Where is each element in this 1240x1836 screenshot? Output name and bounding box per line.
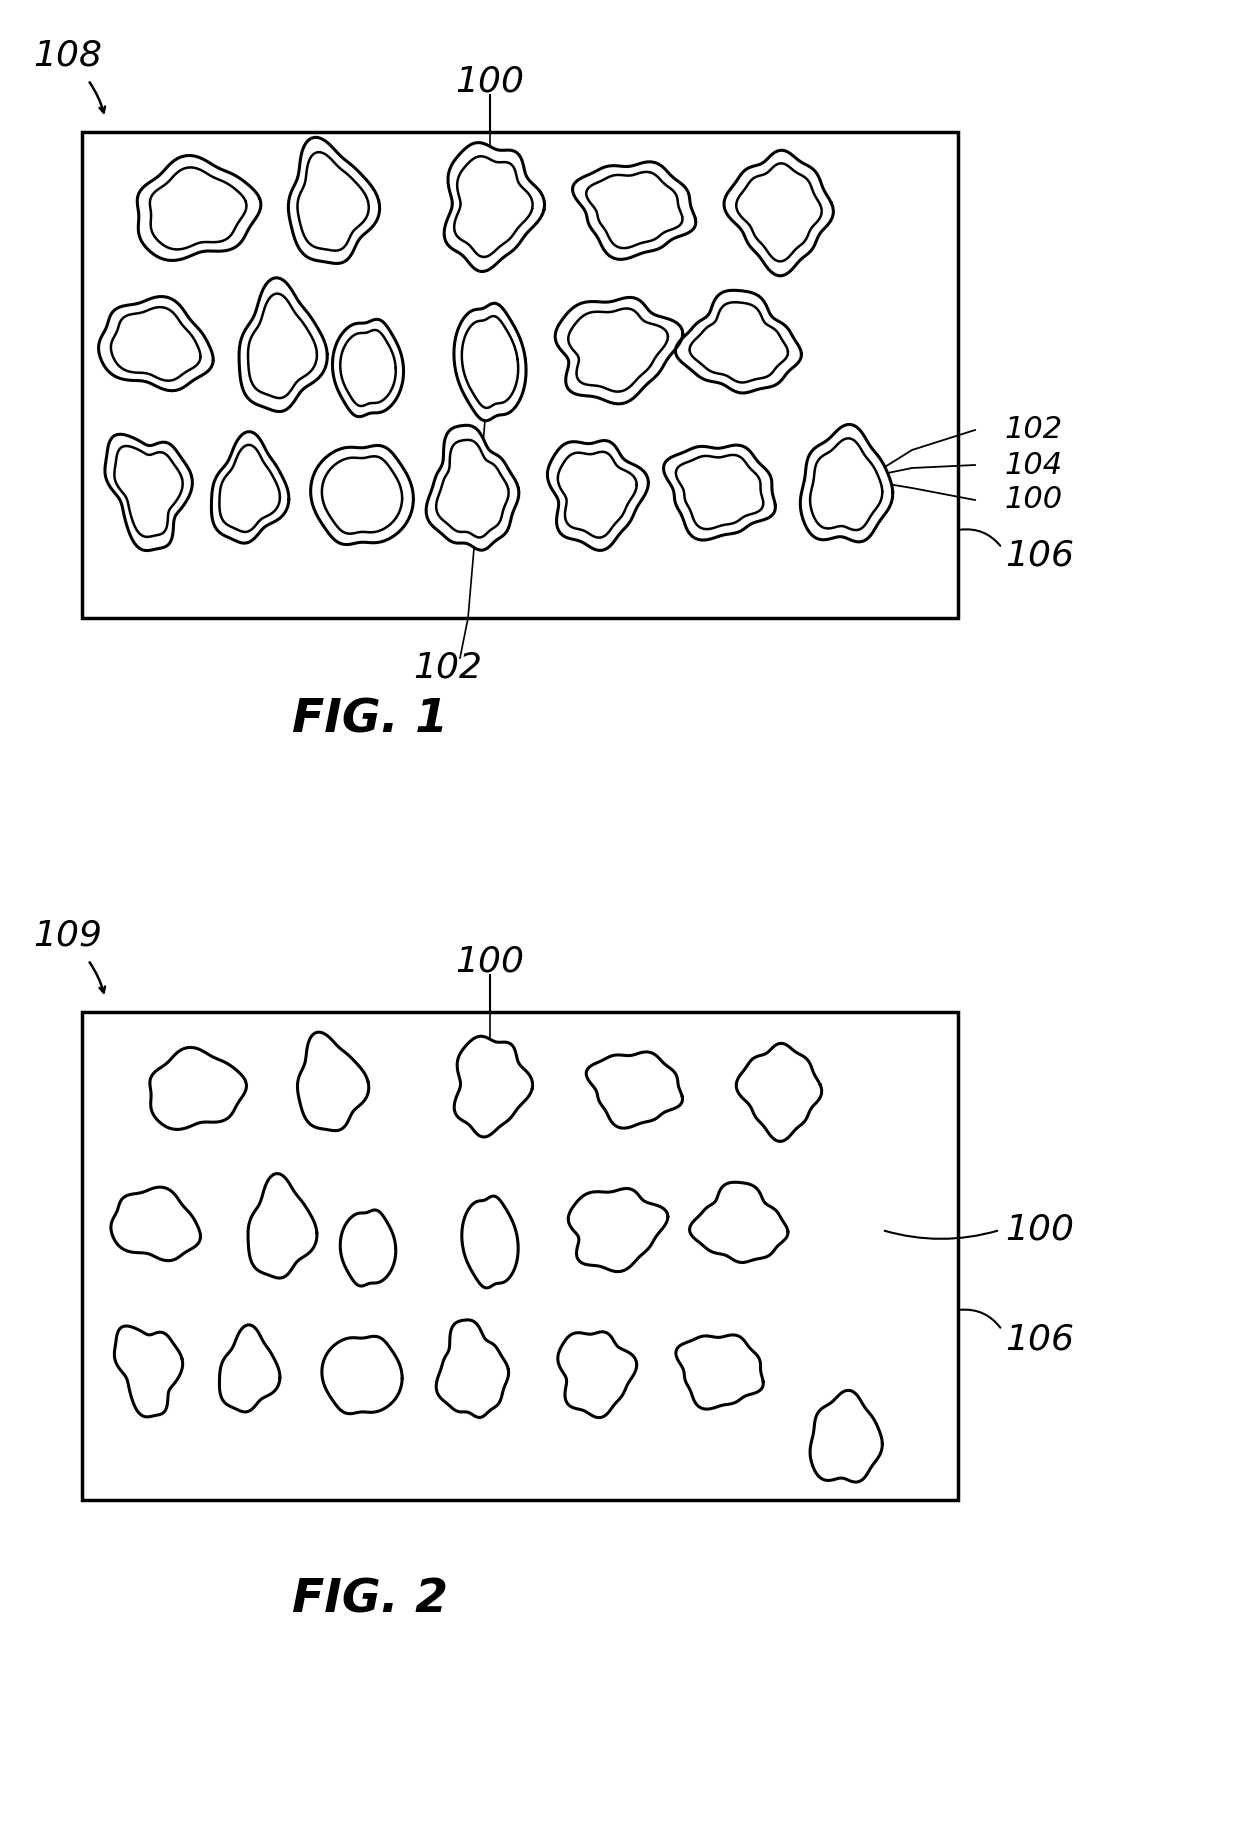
Polygon shape <box>322 1337 402 1414</box>
Polygon shape <box>444 143 544 272</box>
Polygon shape <box>573 162 696 259</box>
Polygon shape <box>114 1326 182 1417</box>
Polygon shape <box>340 1210 396 1285</box>
Polygon shape <box>454 156 533 257</box>
Polygon shape <box>461 1195 518 1287</box>
Polygon shape <box>689 303 787 382</box>
Polygon shape <box>810 1390 883 1482</box>
Text: 108: 108 <box>33 39 103 72</box>
Polygon shape <box>810 439 883 531</box>
Text: FIG. 2: FIG. 2 <box>291 1577 448 1623</box>
Polygon shape <box>138 156 260 261</box>
Polygon shape <box>311 446 413 545</box>
Polygon shape <box>461 316 518 408</box>
Polygon shape <box>322 457 402 534</box>
Polygon shape <box>150 1047 247 1129</box>
Polygon shape <box>558 1331 636 1417</box>
Polygon shape <box>436 1320 508 1417</box>
Polygon shape <box>98 297 213 391</box>
Polygon shape <box>332 319 403 417</box>
Polygon shape <box>219 1326 280 1412</box>
Text: FIG. 1: FIG. 1 <box>291 698 448 742</box>
Polygon shape <box>558 452 636 538</box>
Polygon shape <box>547 441 649 551</box>
Text: 100: 100 <box>455 64 525 99</box>
Polygon shape <box>105 435 192 551</box>
Polygon shape <box>689 1182 787 1263</box>
Polygon shape <box>676 1335 764 1410</box>
Polygon shape <box>289 138 379 263</box>
Text: 102: 102 <box>413 652 482 685</box>
Polygon shape <box>556 297 683 404</box>
Polygon shape <box>298 1032 368 1131</box>
Polygon shape <box>150 167 247 250</box>
Polygon shape <box>110 1188 201 1261</box>
Polygon shape <box>427 426 518 551</box>
Polygon shape <box>110 307 201 380</box>
Polygon shape <box>737 163 822 261</box>
Polygon shape <box>454 1036 533 1136</box>
Text: 100: 100 <box>455 946 525 979</box>
Polygon shape <box>248 294 317 398</box>
Text: 100: 100 <box>1004 485 1063 514</box>
Polygon shape <box>676 290 801 393</box>
Polygon shape <box>800 424 893 542</box>
Polygon shape <box>737 1043 822 1142</box>
Text: 102: 102 <box>1004 415 1063 444</box>
Text: 100: 100 <box>1004 1214 1074 1247</box>
Polygon shape <box>211 431 289 543</box>
Polygon shape <box>219 444 280 532</box>
Text: 106: 106 <box>1004 538 1074 573</box>
Polygon shape <box>239 277 327 411</box>
Polygon shape <box>568 1188 668 1272</box>
Text: 109: 109 <box>33 918 103 953</box>
Polygon shape <box>587 173 682 248</box>
Text: 106: 106 <box>1004 1324 1074 1357</box>
Polygon shape <box>663 444 775 540</box>
Polygon shape <box>436 441 508 538</box>
Polygon shape <box>676 455 764 529</box>
Polygon shape <box>724 151 833 275</box>
Polygon shape <box>114 446 182 536</box>
Polygon shape <box>587 1052 682 1127</box>
Polygon shape <box>248 1173 317 1278</box>
Polygon shape <box>340 330 396 406</box>
Text: 104: 104 <box>1004 450 1063 479</box>
Polygon shape <box>298 152 368 252</box>
Polygon shape <box>454 303 526 420</box>
Polygon shape <box>568 308 668 391</box>
